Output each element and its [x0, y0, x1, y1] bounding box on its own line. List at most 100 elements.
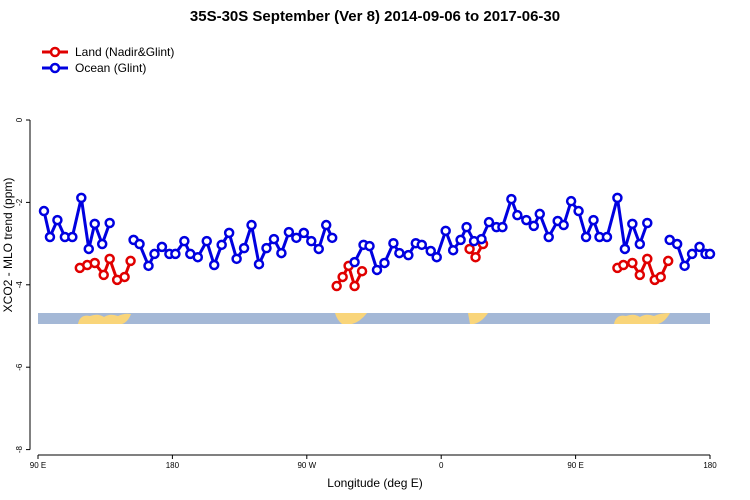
data-point — [104, 217, 115, 229]
data-point — [201, 235, 212, 247]
x-axis-label: Longitude (deg E) — [327, 476, 422, 490]
data-point — [601, 231, 613, 243]
data-point — [283, 226, 295, 238]
data-point — [521, 214, 532, 226]
map-strip — [38, 313, 710, 324]
x-tick-label: 0 — [439, 461, 444, 470]
data-point — [253, 258, 265, 270]
data-point — [276, 247, 287, 259]
data-point — [679, 260, 690, 272]
data-point — [119, 271, 130, 283]
data-point — [671, 238, 683, 250]
data-point — [512, 209, 523, 221]
data-point — [134, 238, 145, 250]
data-point — [156, 241, 168, 253]
data-point — [543, 231, 554, 243]
y-axis-label: XCO2 - MLO trend (ppm) — [1, 178, 15, 313]
legend-marker — [49, 62, 61, 74]
data-point — [664, 234, 675, 246]
data-point — [268, 233, 280, 245]
data-point — [306, 235, 317, 247]
data-point — [179, 235, 190, 247]
data-point — [231, 253, 242, 265]
y-tick-label: -2 — [15, 198, 24, 206]
data-point — [618, 259, 629, 271]
data-point — [455, 234, 466, 246]
data-point — [461, 221, 472, 233]
data-point — [67, 231, 78, 243]
data-point — [170, 248, 181, 260]
data-point — [38, 205, 50, 217]
data-point — [416, 239, 428, 251]
data-point — [558, 219, 569, 231]
data-point — [573, 205, 584, 217]
data-point — [337, 271, 348, 283]
data-point — [464, 243, 475, 255]
data-point — [356, 265, 368, 277]
data-point — [483, 216, 495, 228]
data-point — [534, 208, 546, 220]
data-point — [89, 257, 100, 269]
data-point — [425, 245, 436, 257]
y-tick-label: -8 — [15, 445, 24, 453]
data-point — [44, 231, 56, 243]
data-point — [440, 225, 451, 237]
x-tick-label: 180 — [166, 461, 180, 470]
data-point — [331, 280, 342, 292]
data-point — [298, 227, 310, 239]
legend-marker — [49, 46, 61, 58]
data-point — [642, 217, 653, 229]
x-tick-label: 180 — [703, 461, 717, 470]
data-point — [704, 248, 716, 260]
data-point — [470, 251, 481, 263]
data-point — [394, 247, 405, 259]
data-point — [580, 231, 592, 243]
data-point — [694, 241, 705, 253]
data-point — [52, 214, 63, 226]
data-point — [371, 264, 383, 276]
data-point — [89, 218, 100, 230]
data-point — [506, 193, 517, 205]
data-point — [642, 253, 653, 265]
data-point — [528, 220, 540, 232]
x-tick-label: 90 E — [30, 461, 46, 470]
data-point — [476, 233, 487, 245]
data-point — [149, 248, 160, 260]
chart-title: 35S-30S September (Ver 8) 2014-09-06 to … — [190, 8, 560, 25]
data-point — [627, 218, 638, 230]
y-tick-label: 0 — [15, 117, 24, 122]
data-point — [238, 242, 250, 254]
data-point — [216, 239, 227, 251]
data-point — [326, 232, 338, 244]
data-point — [634, 238, 646, 250]
data-point — [223, 227, 235, 239]
data-point — [208, 259, 220, 271]
data-point — [143, 260, 154, 272]
data-point — [83, 243, 95, 255]
data-point — [261, 242, 272, 254]
data-point — [379, 257, 390, 269]
data-point — [291, 232, 302, 244]
data-point — [497, 221, 508, 233]
data-point — [627, 257, 638, 269]
data-point — [431, 251, 442, 263]
data-point — [349, 256, 360, 268]
data-point — [192, 251, 204, 263]
data-point — [403, 249, 414, 261]
x-tick-label: 90 E — [567, 461, 583, 470]
data-point — [349, 280, 360, 292]
data-point — [686, 248, 698, 260]
data-point — [634, 269, 646, 281]
legend-label: Ocean (Glint) — [75, 61, 146, 75]
data-point — [662, 255, 674, 267]
data-point — [313, 243, 324, 255]
data-point — [447, 244, 459, 256]
x-tick-label: 90 W — [297, 461, 316, 470]
legend-label: Land (Nadir&Glint) — [75, 45, 174, 59]
data-point — [76, 192, 87, 204]
data-point — [612, 192, 623, 204]
data-point — [655, 271, 666, 283]
data-point — [388, 237, 399, 249]
series-line — [42, 194, 710, 273]
